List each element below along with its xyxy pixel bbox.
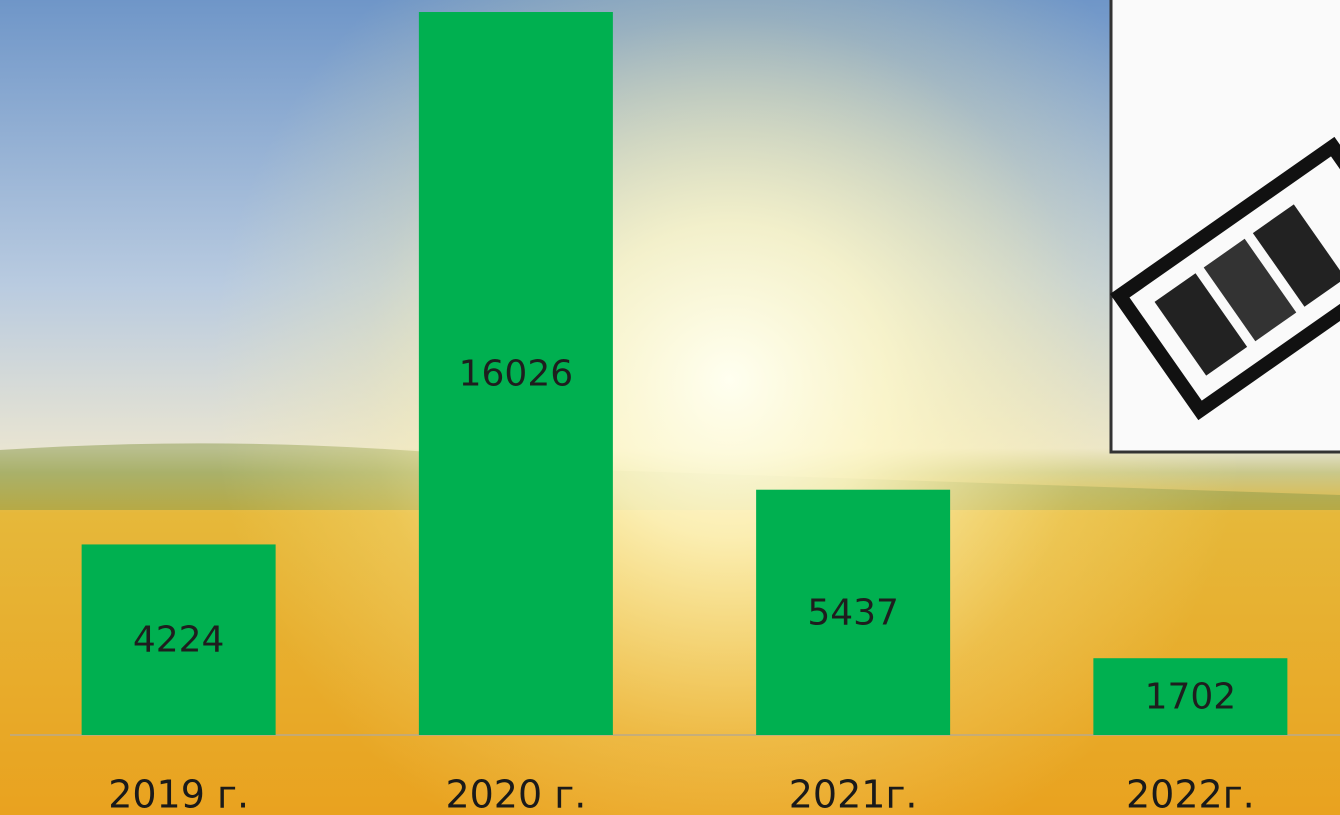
value-label: 5437 [807,592,899,633]
x-tick-label: 2022г. [1126,773,1255,815]
bar [756,489,951,735]
value-label: 1702 [1145,677,1237,718]
value-label: 16026 [459,354,574,395]
stamp-picture [1109,0,1340,454]
x-tick-label: 2020 г. [445,773,586,815]
stamp-letter [1203,238,1297,342]
x-tick-label: 2021г. [789,773,918,815]
bar [81,544,276,735]
x-tick-label: 2019 г. [108,773,249,815]
bar [1093,658,1288,735]
stamp-border [1109,136,1340,421]
stamp-letter [1252,204,1340,307]
stamp [1109,136,1340,421]
value-label: 4224 [133,620,225,661]
bar [418,12,613,735]
stamp-letter [1154,273,1248,376]
